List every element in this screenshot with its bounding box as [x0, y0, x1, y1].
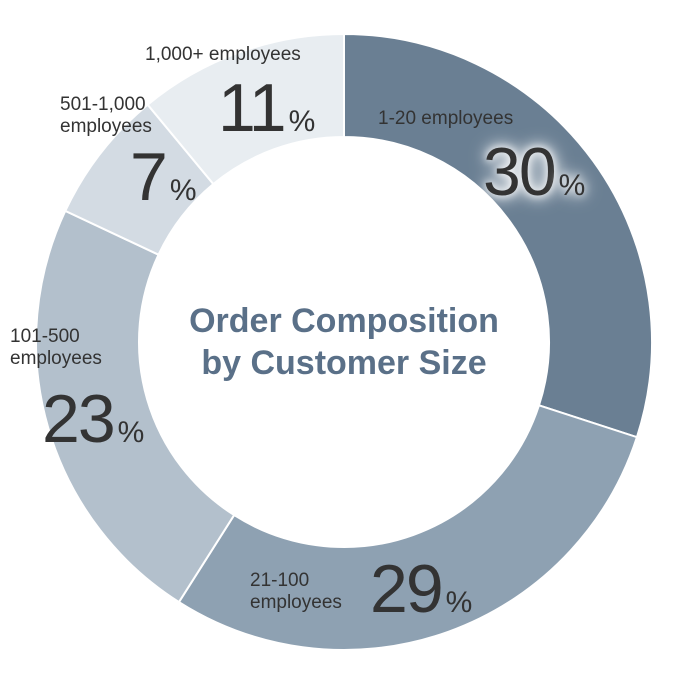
slice-label: 21-100 employees — [250, 570, 342, 613]
value-label: 30% — [483, 134, 586, 210]
donut-slice — [343, 32, 653, 439]
slice-label: 501-1,000 employees — [60, 94, 152, 137]
value-label: 7% — [130, 139, 197, 215]
value-label: 23% — [42, 381, 145, 457]
chart-title: Order Composition by Customer Size — [189, 302, 499, 382]
donut-slice — [35, 209, 236, 604]
slice-label: 101-500 employees — [10, 326, 102, 369]
value-label: 11% — [218, 70, 316, 146]
donut-slice — [146, 32, 345, 186]
slice-label: 1,000+ employees — [145, 44, 301, 65]
slice-label: 1-20 employees — [378, 108, 514, 129]
value-label: 29% — [370, 551, 473, 627]
donut-slice — [177, 404, 639, 651]
